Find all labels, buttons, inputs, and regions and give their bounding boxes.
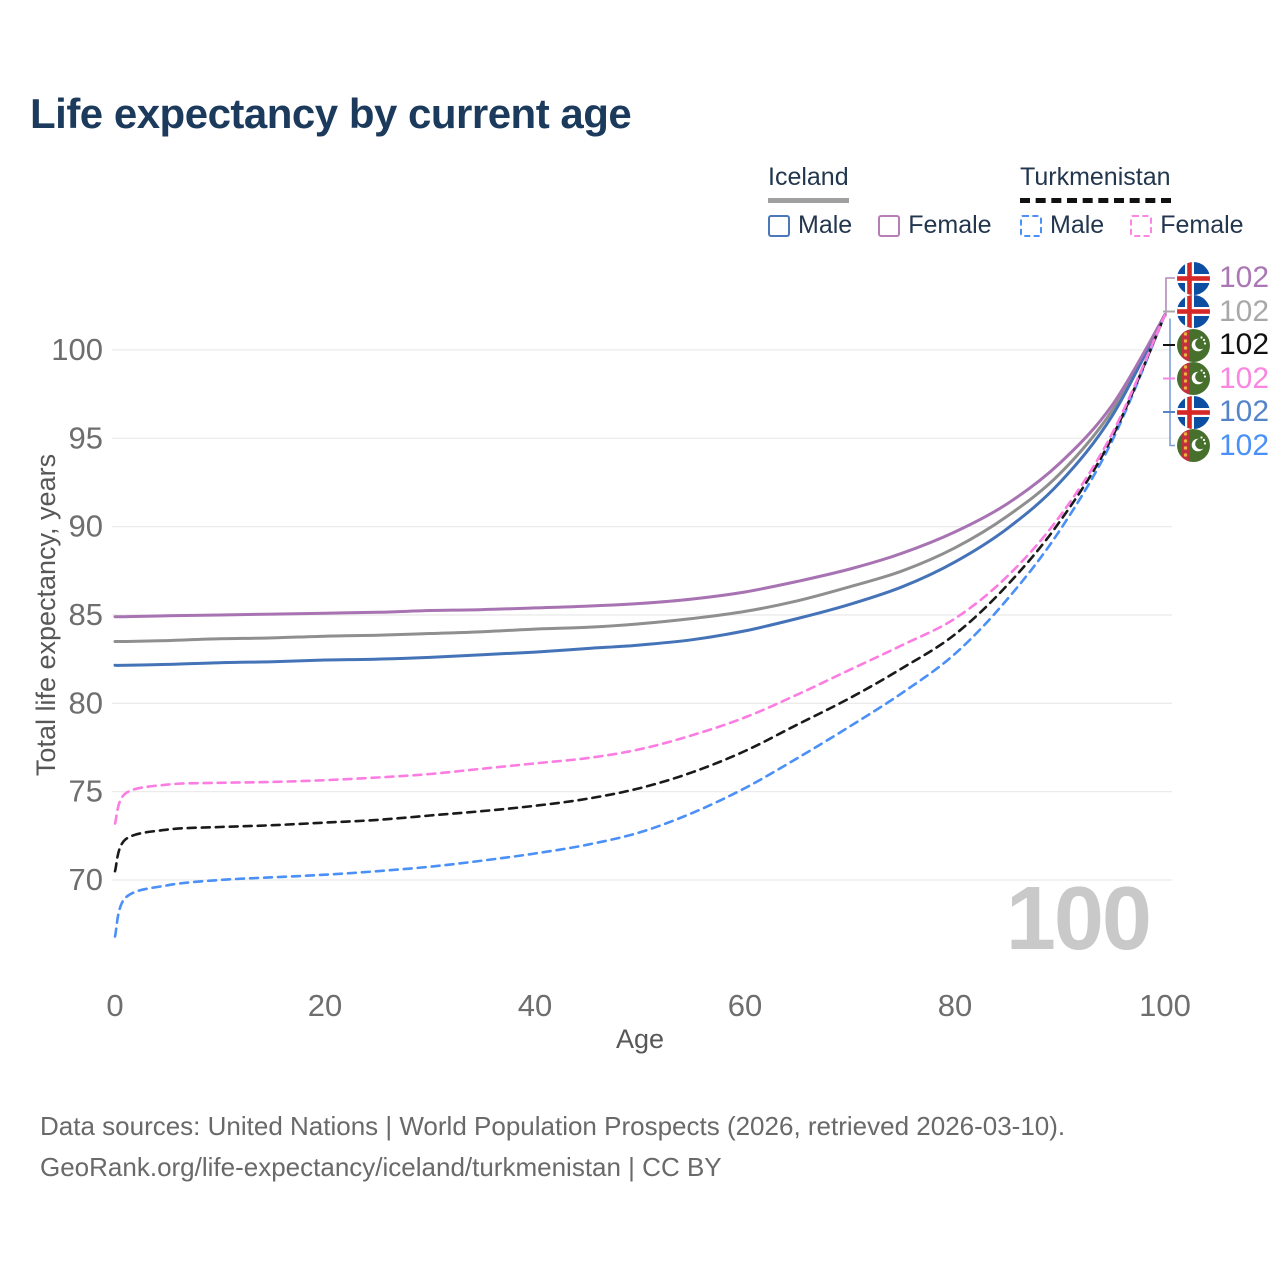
y-tick-label: 70 [69,862,103,897]
x-tick-label: 40 [518,988,552,1023]
x-tick-label: 20 [308,988,342,1023]
series-line-iceland-female[interactable] [113,313,1167,619]
legend-item-iceland-male[interactable]: Male [768,211,852,240]
leader-line-spine [1169,318,1175,447]
y-axis-title: Total life expectancy, years [31,453,61,777]
leader-line-iceland-female [1165,277,1175,317]
x-tick-label: 100 [1139,988,1191,1023]
legend-country-iceland[interactable]: Iceland [768,163,849,203]
legend-item-turkmenistan-female[interactable]: Female [1130,211,1244,240]
y-tick-label: 95 [69,420,103,455]
series-line-iceland-both-sexes[interactable] [113,313,1167,644]
age-counter-watermark: 100 [1005,869,1152,969]
legend-group-iceland: Iceland Male Female [768,163,992,240]
series-line-turkmenistan-female[interactable] [113,313,1167,825]
legend-item-label: Male [798,211,853,239]
x-tick-label: 80 [938,988,972,1023]
footer-url-line: GeoRank.org/life-expectancy/iceland/turk… [40,1152,722,1182]
legend-item-iceland-female[interactable]: Female [878,211,992,240]
y-tick-label: 75 [69,774,103,809]
y-tick-label: 100 [51,332,103,367]
turkmenistan-female-swatch-icon [1130,214,1153,237]
y-tick-label: 80 [69,685,103,720]
x-tick-label: 60 [728,988,762,1023]
legend-item-label: Male [1050,211,1105,239]
legend-item-turkmenistan-male[interactable]: Male [1020,211,1104,240]
y-tick-label: 90 [69,509,103,544]
legend-item-label: Female [908,211,992,239]
x-tick-label: 0 [106,988,123,1023]
legend-item-label: Female [1160,211,1244,239]
x-axis-title: Age [615,1024,665,1054]
legend-country-turkmenistan[interactable]: Turkmenistan [1020,163,1171,203]
y-tick-label: 85 [69,597,103,632]
iceland-female-swatch-icon [878,214,901,237]
series-line-iceland-male[interactable] [113,313,1167,667]
series-line-turkmenistan-male[interactable] [113,313,1167,938]
iceland-male-swatch-icon [768,214,790,237]
footer-source-line: Data sources: United Nations | World Pop… [40,1111,1066,1141]
turkmenistan-male-swatch-icon [1020,214,1042,237]
legend-group-turkmenistan: Turkmenistan Male Female [1020,163,1244,240]
series-line-turkmenistan-both-sexes[interactable] [113,313,1167,873]
page-title: Life expectancy by current age [30,90,632,137]
footer: Data sources: United Nations | World Pop… [40,1106,1065,1188]
